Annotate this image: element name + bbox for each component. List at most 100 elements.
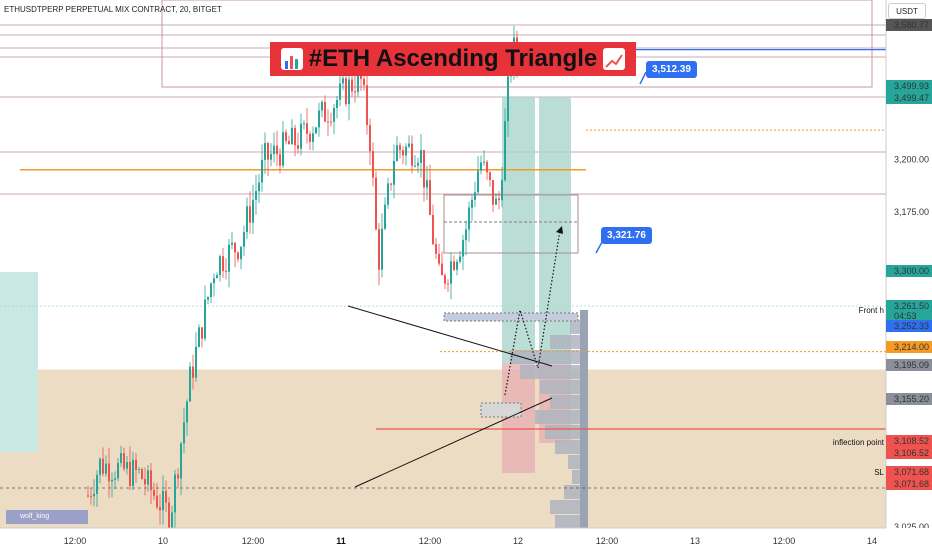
candle-body (234, 242, 236, 253)
candle-body (447, 283, 449, 285)
price-tag (886, 320, 932, 332)
candle-body (390, 183, 392, 185)
price-tag-label: 3,108.52 (894, 436, 929, 446)
price-tag (886, 310, 932, 322)
candle-body (309, 133, 311, 142)
candle-body (438, 253, 440, 264)
price-tag-label: 04:53 (894, 311, 917, 321)
candle-body (339, 83, 341, 100)
candle-body (288, 140, 290, 145)
candle-body (96, 474, 98, 494)
candle-body (198, 327, 200, 347)
candle-body (255, 191, 257, 200)
candle-body (279, 154, 281, 166)
candle-body (354, 91, 356, 93)
candle-body (195, 346, 197, 378)
candle-body (357, 67, 359, 93)
candle-body (348, 79, 350, 105)
candle-body (210, 283, 212, 298)
price-tag (886, 447, 932, 459)
candle-body (462, 240, 464, 257)
candle-body (243, 232, 245, 247)
volume-profile-row (550, 395, 580, 409)
price-tag-label: 3,300.00 (894, 266, 929, 276)
candle-body (324, 101, 326, 122)
candle-body (201, 327, 203, 339)
candle-body (486, 161, 488, 173)
candle-body (102, 458, 104, 474)
annotation-sl: SL (874, 468, 884, 477)
candle-body (189, 366, 191, 402)
price-tag-label: 3,261.50 (894, 301, 929, 311)
volume-profile-row (555, 515, 580, 529)
candle-body (429, 180, 431, 215)
candle-body (138, 469, 140, 471)
candle-body (276, 145, 278, 155)
candle-body (222, 256, 224, 271)
candle-body (258, 182, 260, 192)
currency-button[interactable]: USDT (888, 3, 926, 19)
price-tag-label: 3,252.33 (894, 321, 929, 331)
price-tag (886, 341, 932, 353)
candle-body (297, 145, 299, 149)
bar-chart-icon (280, 48, 303, 70)
candle-body (465, 229, 467, 241)
candle-body (378, 229, 380, 270)
candle-body (441, 263, 443, 276)
candle-body (168, 502, 170, 532)
candle-body (249, 206, 251, 223)
volume-profile-row (550, 335, 580, 349)
candle-body (291, 127, 293, 145)
candle-body (117, 462, 119, 479)
projection-arrowhead (556, 226, 563, 234)
candle-body (156, 495, 158, 508)
x-tick-label: 14 (867, 536, 877, 546)
candle-body (444, 275, 446, 284)
upper-box (161, 0, 873, 88)
volume-profile-row (545, 425, 580, 439)
breakout-box (443, 312, 579, 322)
chart-title-banner: #ETH Ascending Triangle (270, 42, 636, 76)
candle-body (402, 150, 404, 156)
candle-body (294, 127, 296, 146)
candle-body (171, 512, 173, 532)
candle-body (120, 453, 122, 463)
candle-body (501, 180, 503, 201)
y-tick-label: 3,175.00 (894, 207, 929, 217)
y-tick-label: 3,200.00 (894, 155, 929, 165)
candle-body (312, 133, 314, 142)
candle-body (336, 99, 338, 109)
candle-body (228, 244, 230, 272)
candle-body (216, 275, 218, 279)
candle-body (144, 478, 146, 485)
candle-body (132, 459, 134, 486)
candle-body (414, 165, 416, 167)
candle-body (150, 470, 152, 491)
x-tick-label: 11 (336, 536, 346, 546)
candle-body (174, 474, 176, 513)
candle-body (177, 474, 179, 479)
price-tag-label: 3,214.00 (894, 342, 929, 352)
candle-body (219, 256, 221, 276)
long-position-box-2 (539, 97, 571, 363)
candle-body (480, 162, 482, 171)
left-green-zone (0, 272, 38, 452)
candle-body (474, 192, 476, 200)
candle-body (183, 422, 185, 444)
candle-body (99, 458, 101, 475)
triangle-lower-trendline (354, 397, 553, 488)
candle-body (495, 198, 497, 205)
candle-body (396, 145, 398, 161)
volume-profile-bar (580, 310, 588, 530)
candle-body (420, 150, 422, 163)
candle-body (432, 214, 434, 245)
candle-body (327, 121, 329, 123)
candle-body (165, 490, 167, 503)
candle-body (507, 76, 509, 122)
candle-body (345, 78, 347, 105)
x-tick-label: 12:00 (64, 536, 87, 546)
price-tag-label: 3,499.93 (894, 81, 929, 91)
candle-body (147, 470, 149, 485)
